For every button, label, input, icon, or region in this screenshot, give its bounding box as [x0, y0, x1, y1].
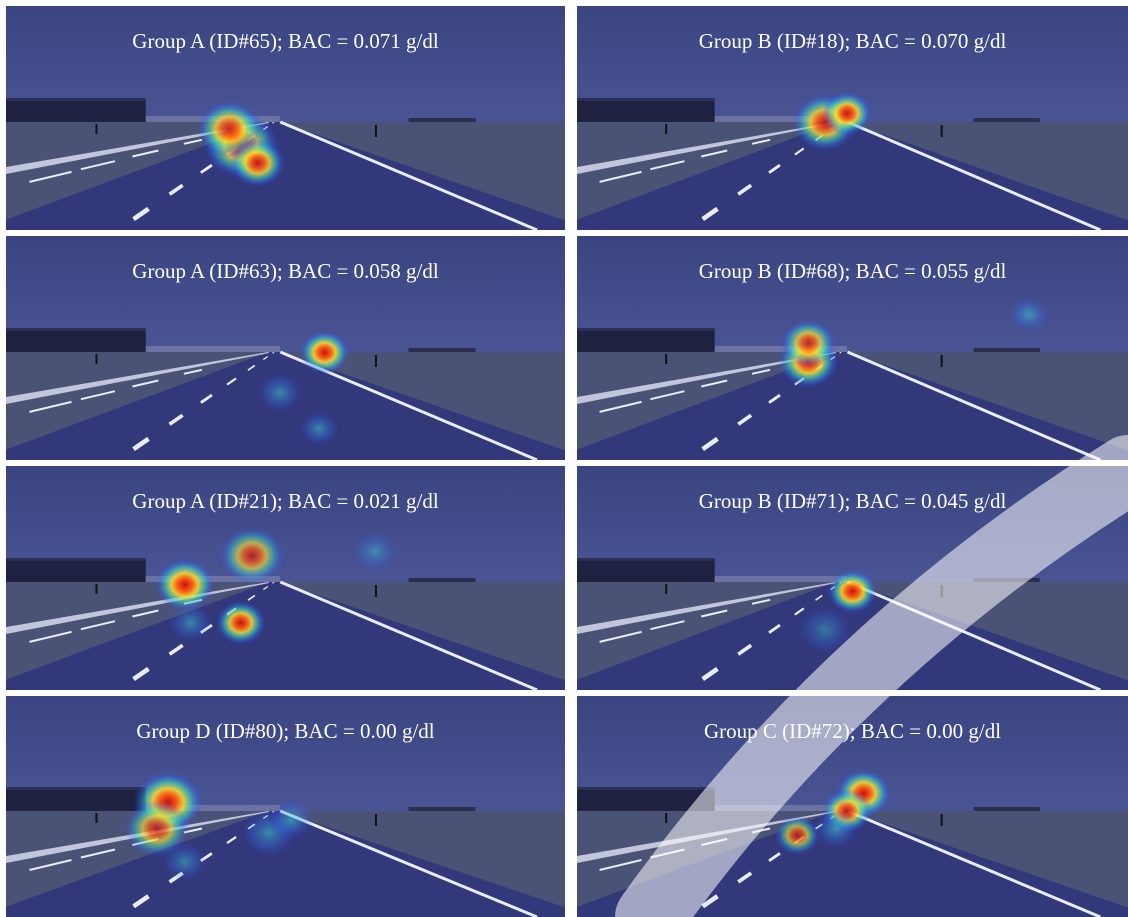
panel-caption: Group D (ID#80); BAC = 0.00 g/dl [136, 719, 435, 743]
heatmap-panel: Group A (ID#63); BAC = 0.058 g/dl [6, 236, 565, 460]
heatmap-panel: Group A (ID#65); BAC = 0.071 g/dl [6, 6, 565, 230]
panel-caption: Group A (ID#63); BAC = 0.058 g/dl [132, 259, 439, 283]
panel-caption: Group A (ID#21); BAC = 0.021 g/dl [132, 489, 439, 513]
panel-caption: Group B (ID#68); BAC = 0.055 g/dl [698, 259, 1007, 283]
panel-caption: Group C (ID#72); BAC = 0.00 g/dl [703, 719, 1002, 743]
heatmap-panel: Group C (ID#72); BAC = 0.00 g/dl [577, 696, 1128, 917]
panel-caption: Group B (ID#18); BAC = 0.070 g/dl [698, 29, 1007, 53]
heatmap-panel: Group A (ID#21); BAC = 0.021 g/dl [6, 466, 565, 690]
heatmap-panel: Group B (ID#68); BAC = 0.055 g/dl [577, 236, 1128, 460]
panel-caption: Group B (ID#71); BAC = 0.045 g/dl [698, 489, 1007, 513]
heatmap-panel: Group B (ID#18); BAC = 0.070 g/dl [577, 6, 1128, 230]
heatmap-panel: Group B (ID#71); BAC = 0.045 g/dl [577, 466, 1128, 690]
heatmap-panel: Group D (ID#80); BAC = 0.00 g/dl [6, 696, 565, 917]
panel-caption: Group A (ID#65); BAC = 0.071 g/dl [132, 29, 439, 53]
